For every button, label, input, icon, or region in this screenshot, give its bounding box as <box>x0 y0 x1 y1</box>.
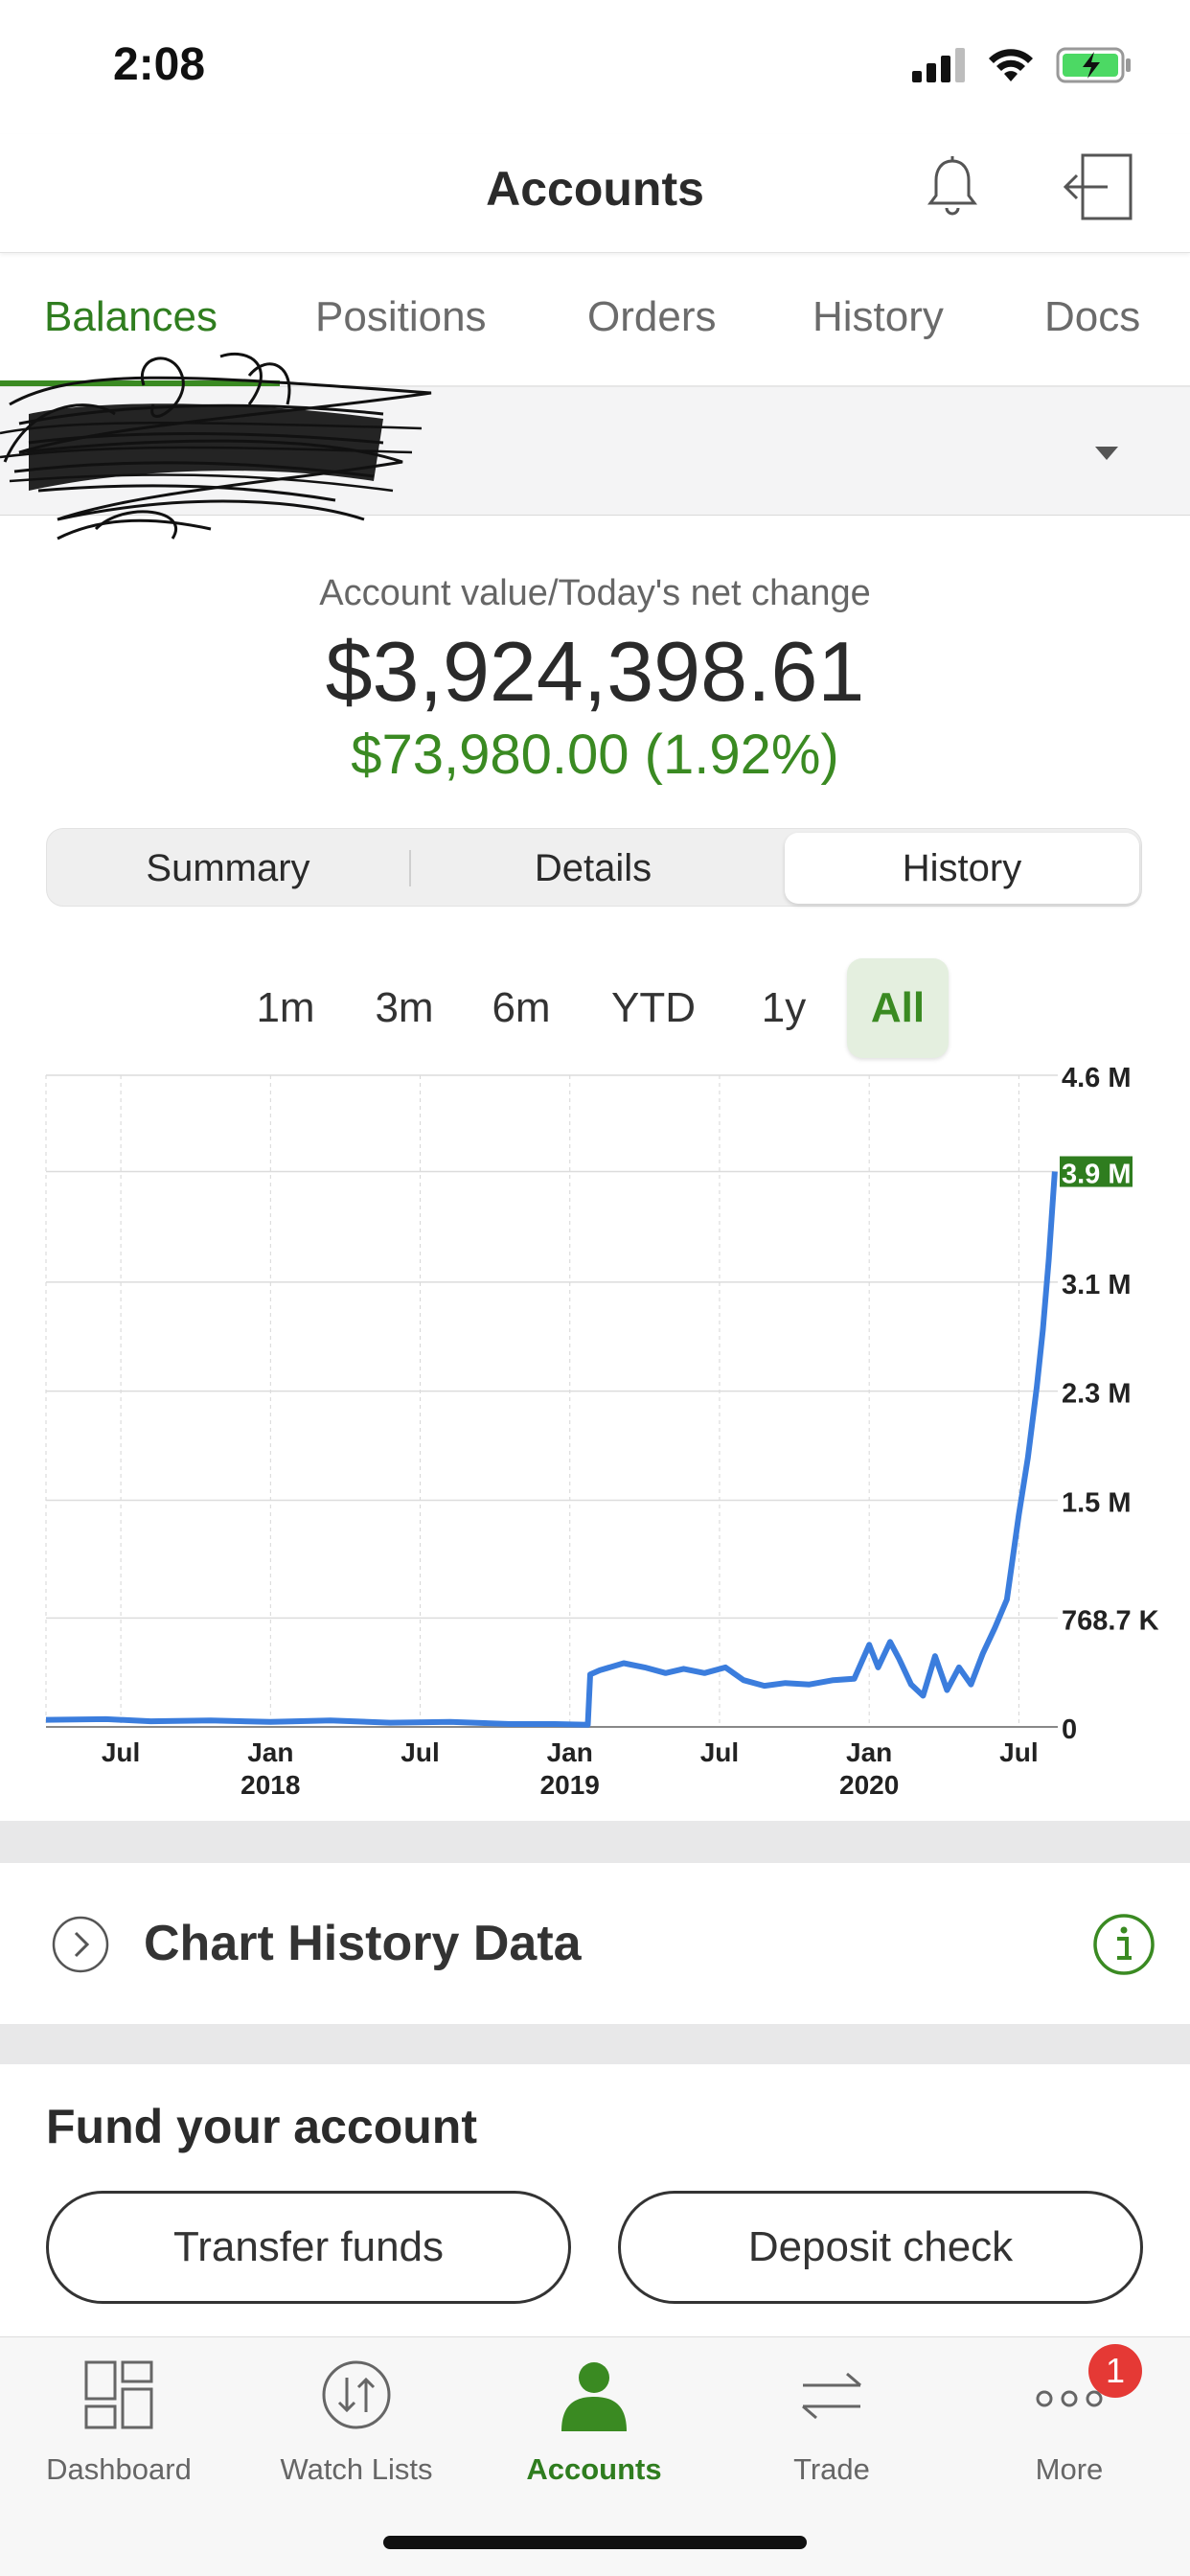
nav-more-label[interactable]: More <box>1035 2452 1104 2486</box>
x-tick-year-label: 2019 <box>540 1770 600 1800</box>
y-tick-highlight <box>1060 1156 1133 1187</box>
segment-divider <box>409 850 411 886</box>
cellular-signal-icon <box>912 48 965 82</box>
view-segmented-control: Summary Details History <box>46 828 1142 907</box>
nav-accounts-label[interactable]: Accounts <box>526 2452 662 2486</box>
range-1m[interactable]: 1m <box>256 984 315 1031</box>
range-6m[interactable]: 6m <box>492 984 551 1031</box>
deposit-check-button[interactable]: Deposit check <box>618 2191 1143 2304</box>
account-value-amount: $3,924,398.61 <box>325 624 865 719</box>
nav-watch-lists[interactable]: Watch Lists <box>238 2337 475 2510</box>
caret-down-icon[interactable] <box>1095 447 1118 460</box>
section-divider <box>0 1821 1190 1863</box>
x-tick-label: Jul <box>400 1737 439 1767</box>
account-tabs: Balances Positions Orders History Docs <box>0 253 1190 387</box>
tab-balances[interactable]: Balances <box>44 293 218 340</box>
nav-dashboard-label[interactable]: Dashboard <box>46 2452 192 2486</box>
info-icon[interactable] <box>1092 1913 1156 1976</box>
x-tick-label: Jul <box>999 1737 1038 1767</box>
accounts-icon[interactable] <box>556 2357 632 2433</box>
x-tick-year-label: 2018 <box>240 1770 300 1800</box>
battery-charging-icon <box>1056 47 1131 83</box>
status-time: 2:08 <box>113 39 206 90</box>
redaction-scribble <box>0 352 432 540</box>
active-tab-indicator <box>0 380 280 386</box>
segment-details[interactable]: Details <box>534 847 652 889</box>
section-divider <box>0 2024 1190 2064</box>
x-tick-label: Jul <box>700 1737 739 1767</box>
chart-history-label[interactable]: Chart History Data <box>144 1916 582 1971</box>
x-tick-label: Jan <box>247 1737 293 1767</box>
y-tick-label: 4.6 M <box>1062 1064 1132 1093</box>
nav-trade-label[interactable]: Trade <box>793 2452 870 2486</box>
tab-history[interactable]: History <box>812 293 944 340</box>
y-tick-label: 3.9 M <box>1062 1160 1132 1190</box>
x-tick-year-label: 2020 <box>839 1770 899 1800</box>
y-tick-label: 3.1 M <box>1062 1270 1132 1300</box>
range-3m[interactable]: 3m <box>375 984 434 1031</box>
dashboard-icon[interactable] <box>80 2357 157 2433</box>
app-header: Accounts <box>0 134 1190 253</box>
segment-history[interactable]: History <box>785 833 1139 904</box>
account-value-label: Account value/Today's net change <box>319 573 871 613</box>
tab-docs[interactable]: Docs <box>1044 293 1141 340</box>
range-ytd[interactable]: YTD <box>611 984 696 1031</box>
chevron-right-icon[interactable] <box>52 1916 109 1973</box>
tab-orders[interactable]: Orders <box>587 293 717 340</box>
trade-icon[interactable] <box>793 2357 870 2433</box>
x-tick-label: Jan <box>846 1737 892 1767</box>
wifi-icon <box>989 49 1033 81</box>
transfer-funds-button[interactable]: Transfer funds <box>46 2191 571 2304</box>
x-tick-label: Jul <box>102 1737 140 1767</box>
notifications-bell-icon[interactable] <box>924 153 981 220</box>
status-bar: 2:08 <box>0 0 1190 134</box>
fund-account-title: Fund your account <box>46 2100 477 2153</box>
series-line <box>45 1171 1058 1728</box>
segment-summary[interactable]: Summary <box>146 847 310 889</box>
y-tick-label: 0 <box>1062 1714 1077 1745</box>
nav-trade[interactable]: Trade <box>713 2337 950 2510</box>
watch-lists-icon[interactable] <box>318 2357 395 2433</box>
status-icons <box>912 44 1133 86</box>
page-title: Accounts <box>486 162 704 216</box>
logout-icon[interactable] <box>1062 151 1134 222</box>
notification-badge: 1 <box>1088 2344 1142 2398</box>
more-icon[interactable] <box>1031 2357 1108 2433</box>
range-1y[interactable]: 1y <box>761 984 807 1031</box>
home-indicator <box>383 2536 807 2549</box>
nav-watch-lists-label[interactable]: Watch Lists <box>280 2452 433 2486</box>
nav-more[interactable]: More <box>950 2337 1188 2510</box>
x-tick-label: Jan <box>547 1737 593 1767</box>
nav-dashboard[interactable]: Dashboard <box>0 2337 238 2510</box>
chart-history-row[interactable]: Chart History Data <box>0 1863 1190 2024</box>
y-tick-label: 768.7 K <box>1062 1605 1159 1636</box>
net-change-value: $73,980.00 (1.92%) <box>351 724 839 786</box>
nav-accounts[interactable]: Accounts <box>475 2337 713 2510</box>
tab-positions[interactable]: Positions <box>315 293 487 340</box>
range-all[interactable]: All <box>847 958 949 1058</box>
y-tick-label: 1.5 M <box>1062 1487 1132 1518</box>
y-tick-label: 2.3 M <box>1062 1379 1132 1410</box>
